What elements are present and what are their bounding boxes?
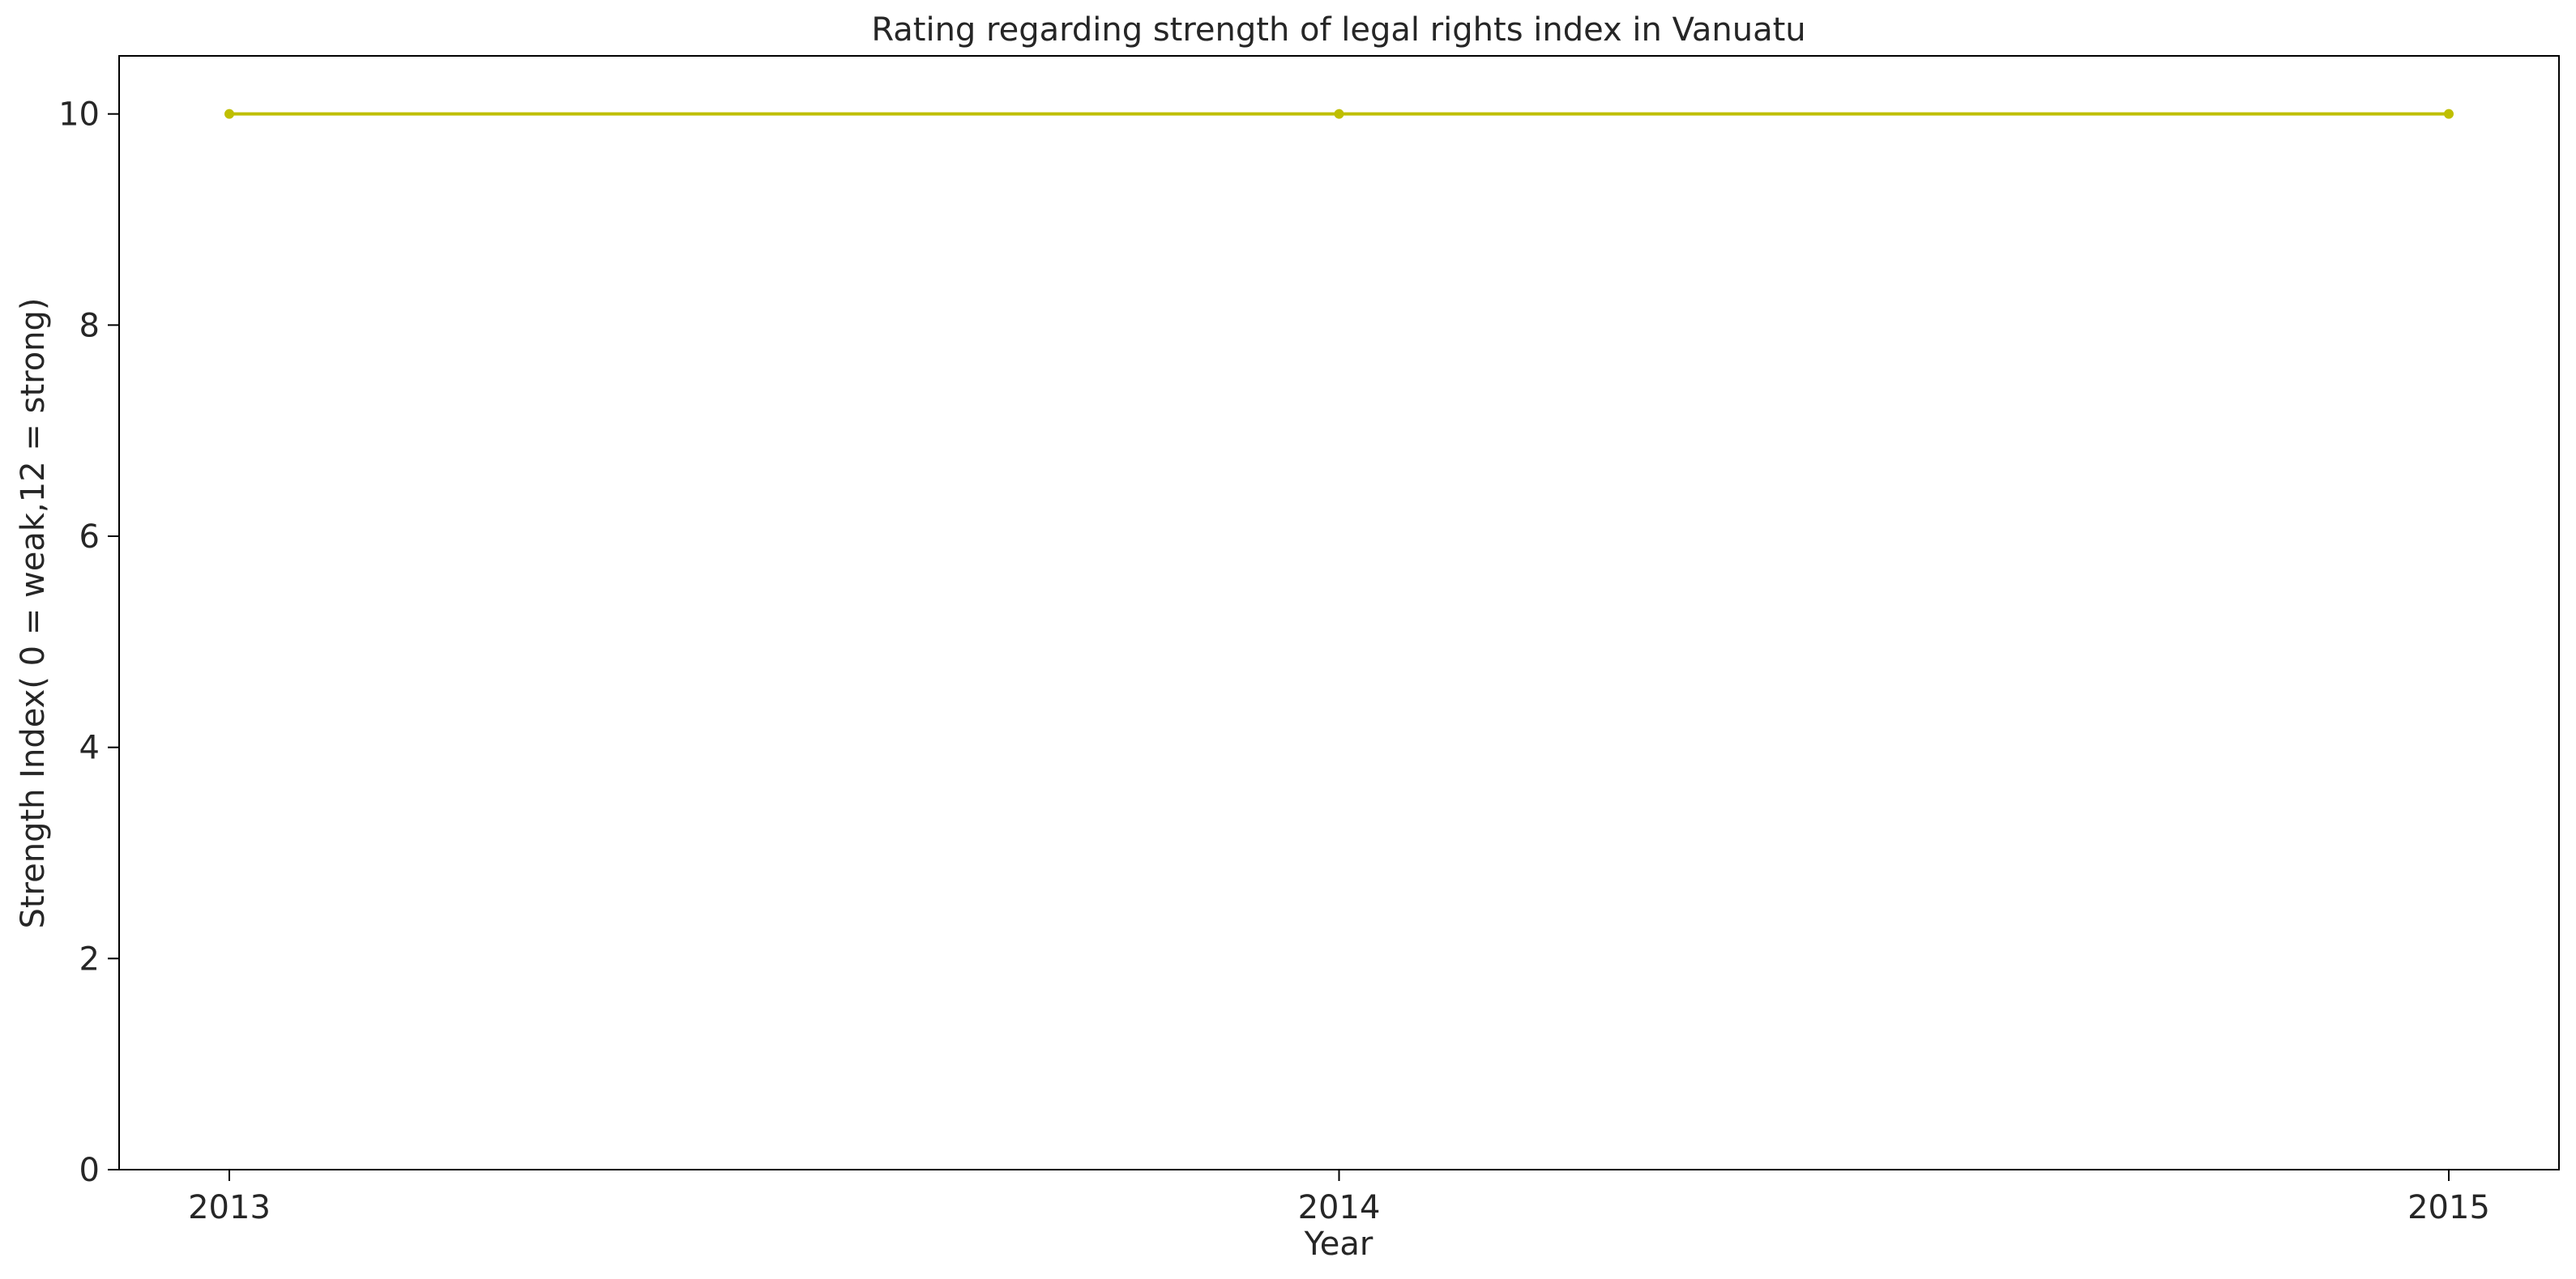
data-point bbox=[2444, 109, 2454, 119]
x-tick-label: 2013 bbox=[188, 1189, 271, 1226]
y-tick-label: 0 bbox=[79, 1152, 100, 1189]
series-layer bbox=[224, 109, 2454, 119]
x-tick-label: 2015 bbox=[2407, 1189, 2490, 1226]
data-point bbox=[1334, 109, 1344, 119]
x-tick-label: 2014 bbox=[1298, 1189, 1381, 1226]
y-tick-label: 8 bbox=[79, 307, 100, 344]
chart-title: Rating regarding strength of legal right… bbox=[871, 11, 1805, 49]
y-axis-label: Strength Index( 0 = weak,12 = strong) bbox=[15, 297, 52, 928]
data-point bbox=[224, 109, 234, 119]
y-tick-label: 4 bbox=[79, 730, 100, 767]
y-tick-label: 6 bbox=[79, 518, 100, 556]
x-axis-ticks: 2013 2014 2015 bbox=[188, 1170, 2490, 1226]
x-axis-label: Year bbox=[1304, 1226, 1373, 1263]
y-tick-label: 2 bbox=[79, 940, 100, 978]
y-axis-ticks: 0 2 4 6 8 10 bbox=[58, 96, 119, 1189]
y-tick-label: 10 bbox=[58, 96, 100, 134]
plot-area-frame bbox=[118, 55, 2560, 1170]
